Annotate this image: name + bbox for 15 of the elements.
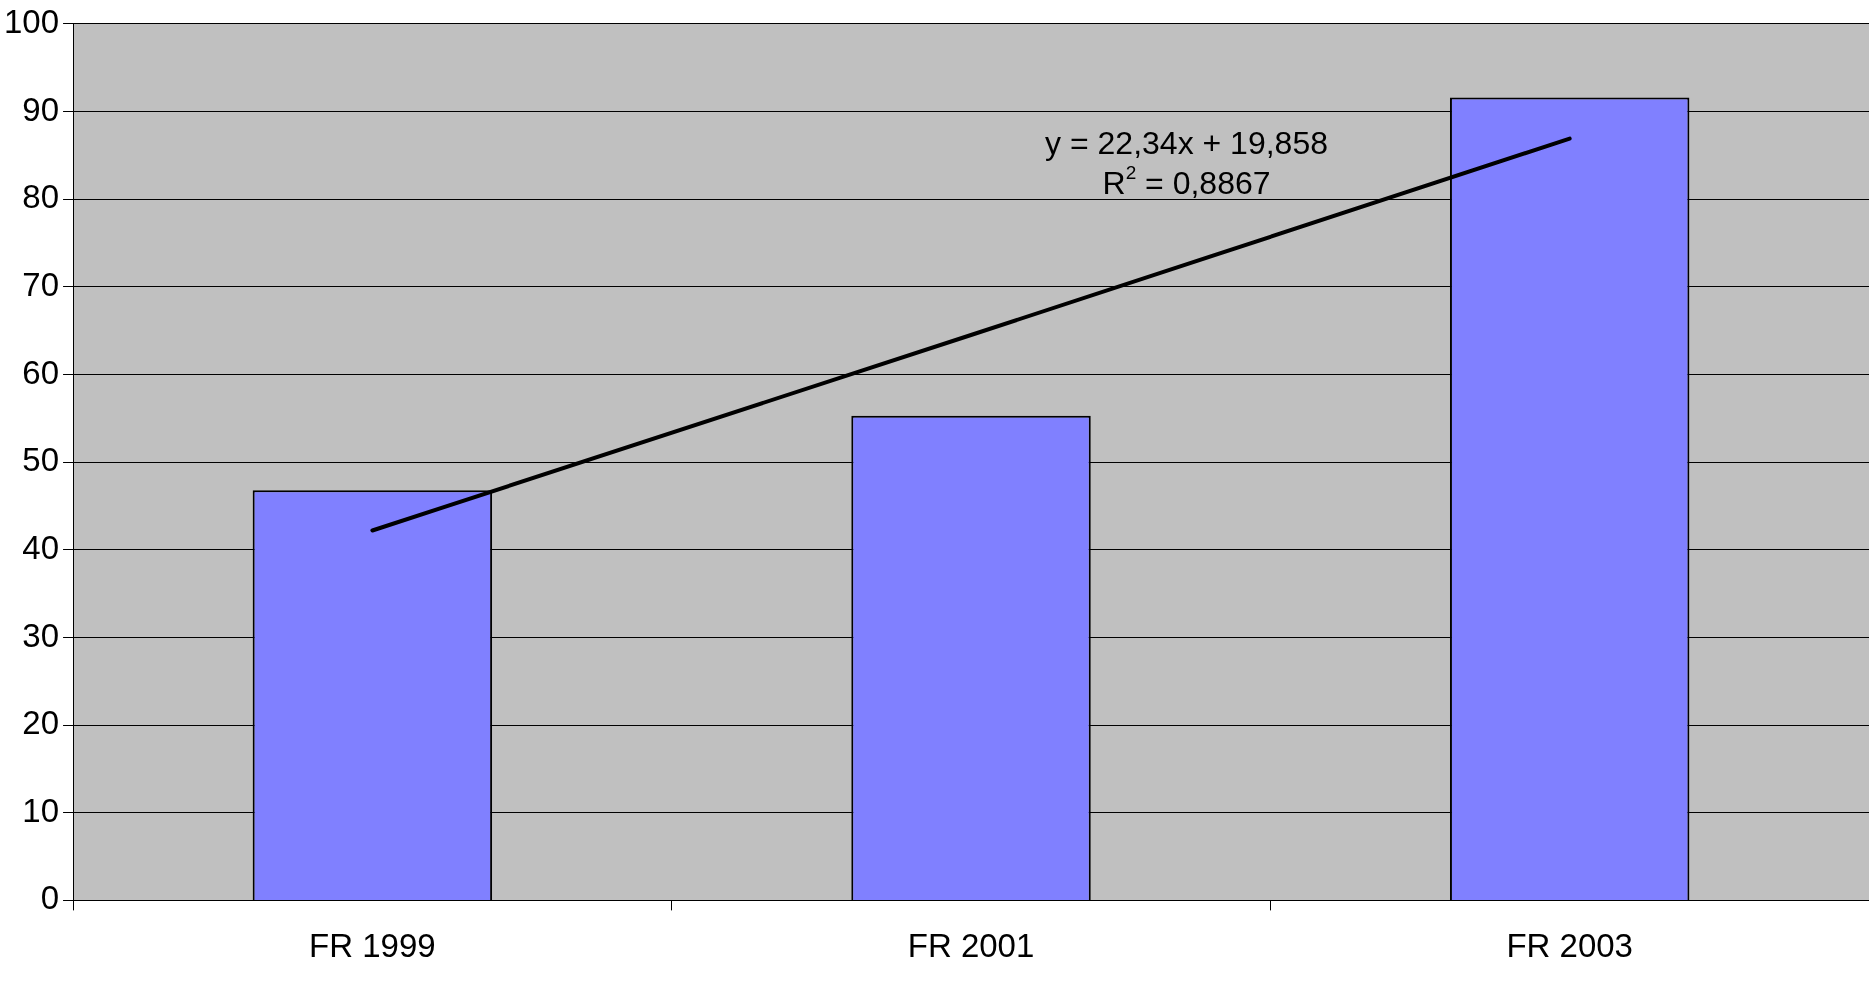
annotation: y = 22,34x + 19,858 — [1045, 124, 1328, 161]
y-tick-label: 10 — [22, 791, 60, 829]
x-tick-label: FR 1999 — [309, 927, 436, 965]
y-tick-label: 30 — [22, 616, 60, 654]
y-tick-label: 50 — [22, 441, 60, 479]
y-tick-label: 0 — [40, 879, 60, 917]
y-tick-label: 70 — [22, 265, 60, 303]
y-tick-label: 40 — [22, 528, 60, 566]
x-tick-label: FR 2003 — [1506, 927, 1633, 965]
y-tick-label: 100 — [4, 2, 60, 40]
y-tick-label: 20 — [22, 704, 60, 742]
y-tick-label: 90 — [22, 90, 60, 128]
y-tick-label: 80 — [22, 178, 60, 216]
x-tick-label: FR 2001 — [907, 927, 1035, 965]
y-tick-label: 60 — [22, 353, 60, 391]
